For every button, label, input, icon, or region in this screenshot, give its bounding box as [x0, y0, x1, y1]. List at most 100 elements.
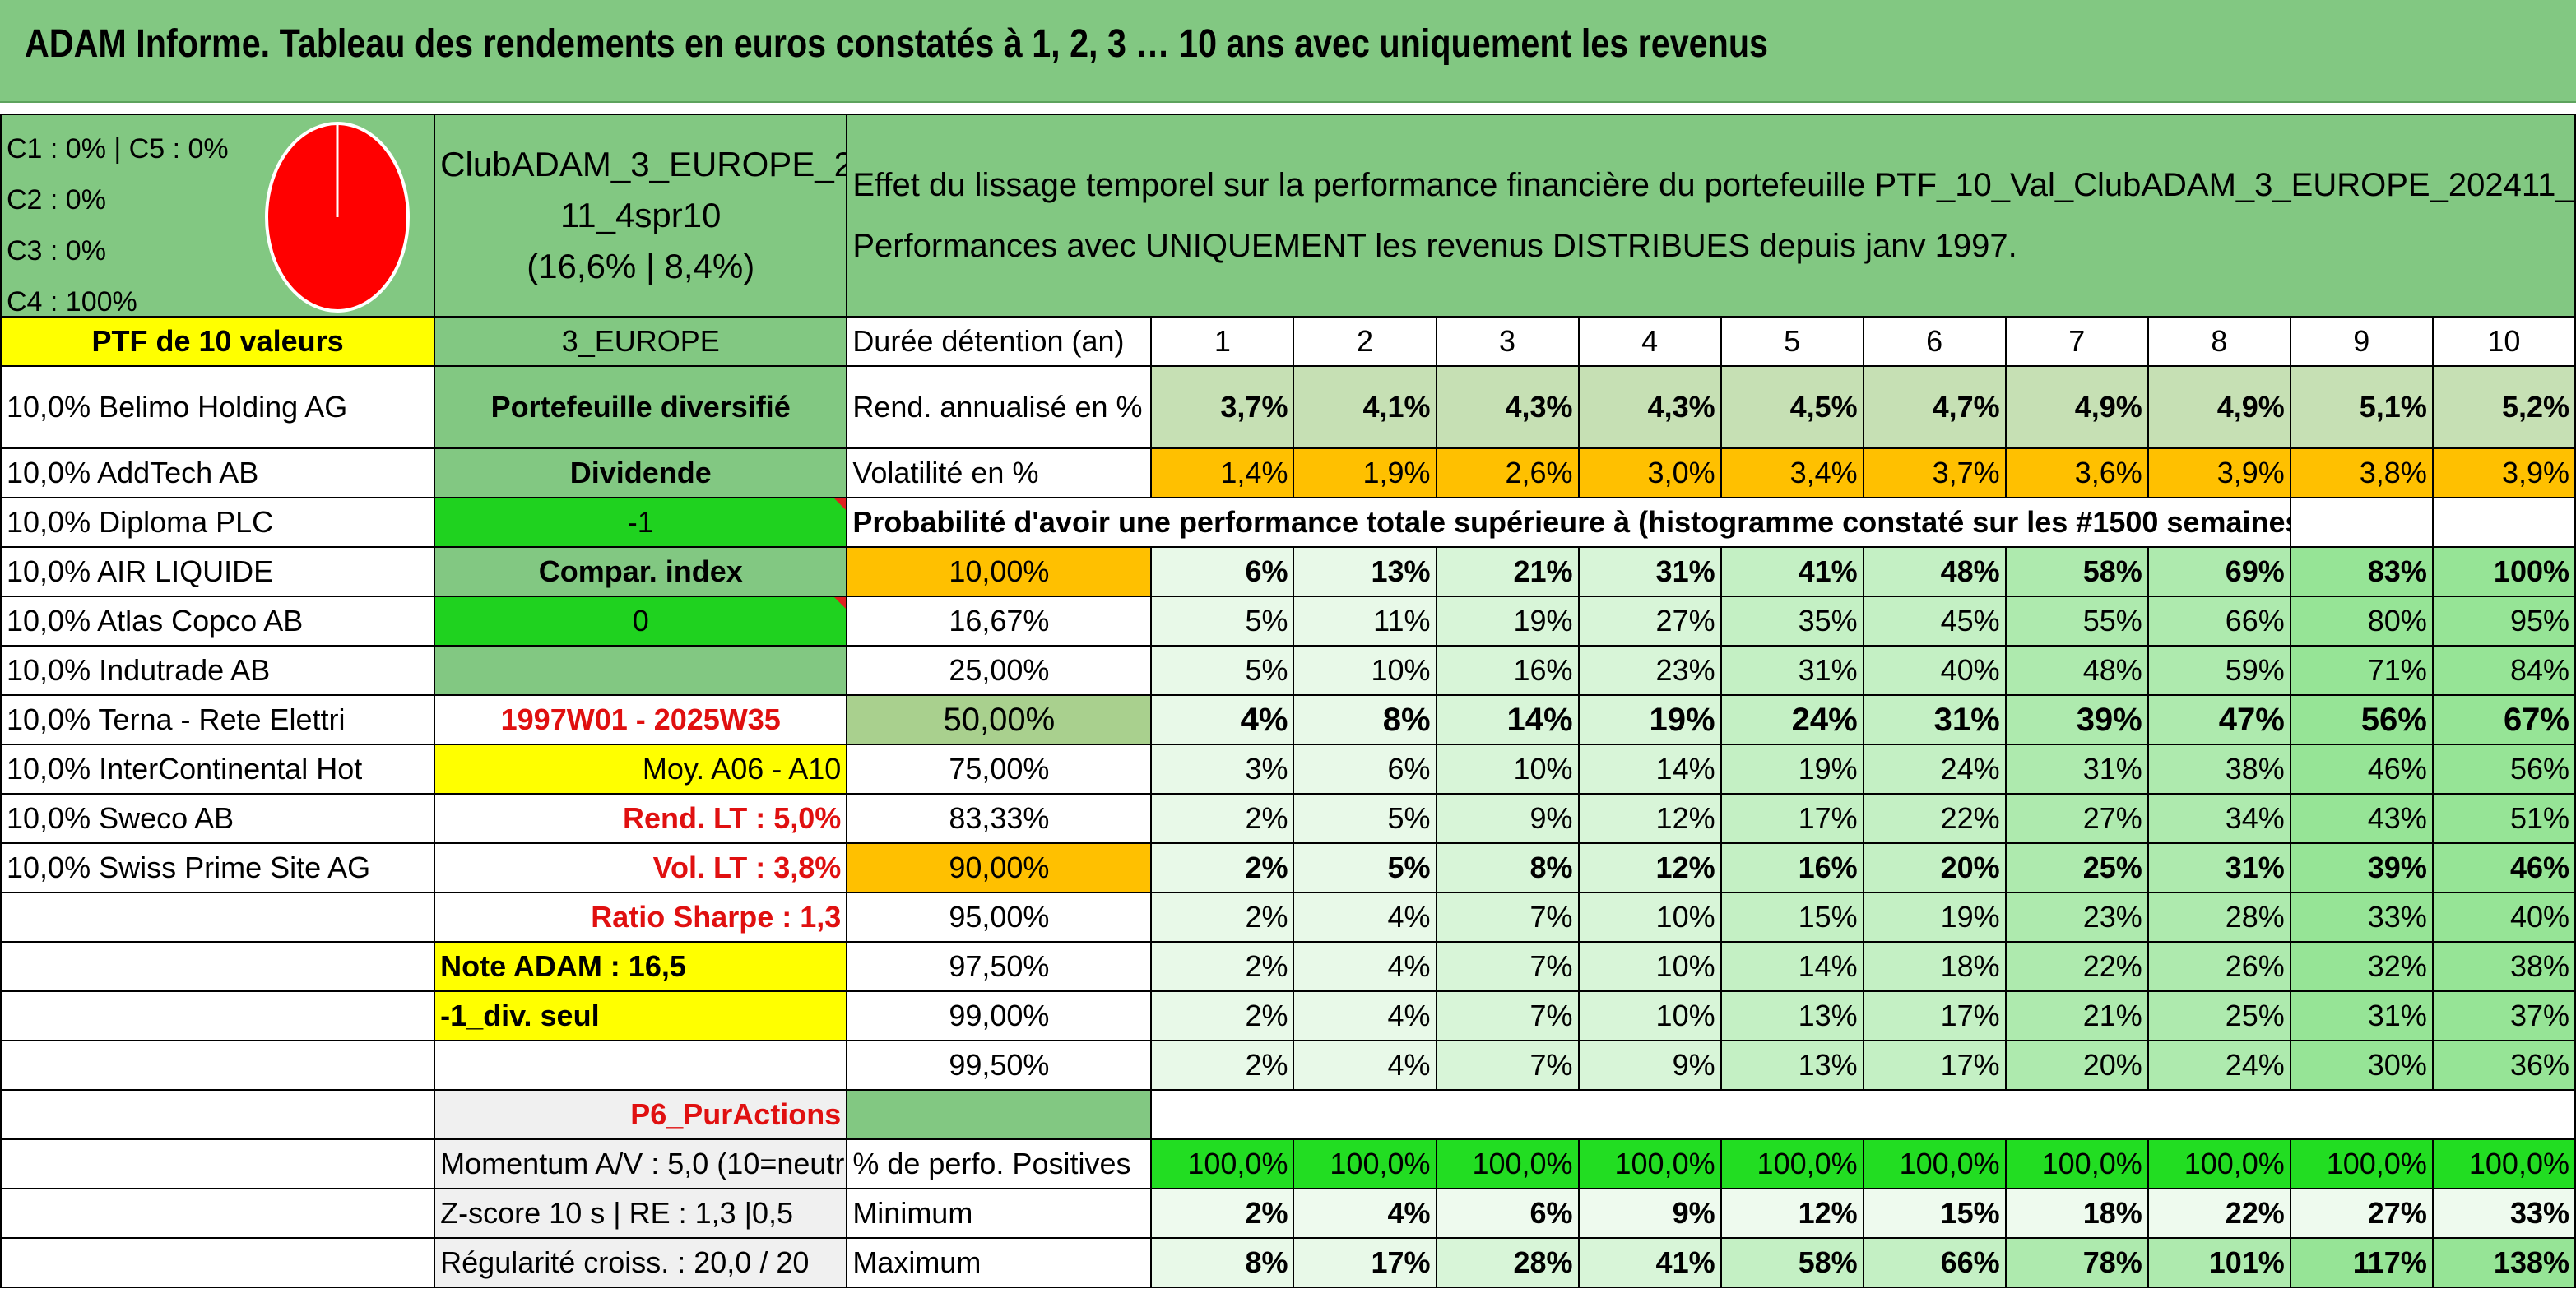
threshold-value: 25,00% [846, 645, 1153, 696]
vol-value: 2,6% [1435, 447, 1580, 498]
positives-value: 100,0% [2289, 1138, 2434, 1189]
holding-item: 10,0% Swiss Prime Site AG [0, 842, 436, 893]
rend-value: 4,5% [1720, 365, 1864, 449]
club-name-line: ClubADAM_3_EUROPE_2024 [440, 145, 845, 183]
probability-value: 19% [1577, 694, 1722, 745]
probability-value: 31% [1720, 645, 1864, 696]
zscore-label: Z-score 10 s | RE : 1,3 |0,5 [434, 1188, 848, 1239]
probability-value: 56% [2289, 694, 2434, 745]
maximum-value: 78% [2004, 1237, 2149, 1288]
empty-cell [1150, 1089, 2576, 1140]
maximum-value: 101% [2147, 1237, 2291, 1288]
probability-value: 10% [1577, 941, 1722, 992]
probability-value: 26% [2147, 941, 2291, 992]
effet-description: Effet du lissage temporel sur la perform… [846, 114, 2576, 318]
rend-value: 4,9% [2004, 365, 2149, 449]
holding-item: 10,0% Belimo Holding AG [0, 365, 436, 449]
positives-value: 100,0% [1862, 1138, 2007, 1189]
maximum-value: 17% [1293, 1237, 1437, 1288]
title-bar: ADAM Informe. Tableau des rendements en … [0, 0, 2576, 103]
probability-value: 34% [2147, 793, 2291, 844]
empty-cell [846, 1089, 1153, 1140]
table-row: Momentum A/V : 5,0 (10=neutre)% de perfo… [0, 1138, 2576, 1189]
rend-label: Rend. annualisé en % [846, 365, 1153, 449]
table-row: 10,0% InterContinental Hot Moy. A06 - A10… [0, 744, 2576, 795]
probability-value: 21% [2004, 990, 2149, 1041]
minimum-value: 18% [2004, 1188, 2149, 1239]
probability-value: 19% [1862, 892, 2007, 943]
regularite-label: Régularité croiss. : 20,0 / 20 [434, 1237, 848, 1288]
allocation-line: C3 : 0% [7, 235, 106, 267]
year-header: 5 [1720, 316, 1864, 367]
maximum-value: 28% [1435, 1237, 1580, 1288]
positives-value: 100,0% [1293, 1138, 1437, 1189]
spacer-row [0, 103, 2576, 114]
probability-value: 25% [2147, 990, 2291, 1041]
probability-value: 19% [1435, 596, 1580, 647]
probability-value: 59% [2147, 645, 2291, 696]
table-row: 10,0% Sweco AB Rend. LT : 5,0% 83,33% 2% 5% 9… [0, 793, 2576, 844]
probability-value: 11% [1293, 596, 1437, 647]
positives-value: 100,0% [1435, 1138, 1580, 1189]
dividende-value[interactable]: -1 [434, 497, 848, 548]
probability-value: 6% [1293, 744, 1437, 795]
probability-value: 31% [2289, 990, 2434, 1041]
probability-value: 12% [1577, 793, 1722, 844]
positives-value: 100,0% [1720, 1138, 1864, 1189]
year-header: 3 [1435, 316, 1580, 367]
threshold-value: 75,00% [846, 744, 1153, 795]
probability-value: 46% [2431, 842, 2576, 893]
threshold-value: 95,00% [846, 892, 1153, 943]
probability-value: 4% [1293, 990, 1437, 1041]
note-adam-label: Note ADAM : 16,5 [434, 941, 848, 992]
probability-value: 58% [2004, 546, 2149, 597]
empty-cell [434, 645, 848, 696]
probability-value: 15% [1720, 892, 1864, 943]
period-label: 1997W01 - 2025W35 [434, 694, 848, 745]
maximum-value: 138% [2431, 1237, 2576, 1288]
threshold-value: 83,33% [846, 793, 1153, 844]
empty-cell [0, 1188, 436, 1239]
maximum-value: 8% [1150, 1237, 1295, 1288]
probability-value: 45% [1862, 596, 2007, 647]
club-name-line: 11_4spr10 [560, 196, 722, 234]
rend-value: 4,1% [1293, 365, 1437, 449]
positives-value: 100,0% [2431, 1138, 2576, 1189]
probability-value: 8% [1293, 694, 1437, 745]
probability-value: 14% [1720, 941, 1864, 992]
duration-label: Durée détention (an) [846, 316, 1153, 367]
probability-value: 31% [1862, 694, 2007, 745]
probability-value: 38% [2431, 941, 2576, 992]
maximum-value: 41% [1577, 1237, 1722, 1288]
probability-value: 31% [2147, 842, 2291, 893]
year-header: 1 [1150, 316, 1295, 367]
empty-cell [2289, 497, 2434, 548]
probability-value: 12% [1577, 842, 1722, 893]
probability-value: 4% [1293, 892, 1437, 943]
probability-value: 5% [1150, 596, 1295, 647]
vol-value: 3,9% [2147, 447, 2291, 498]
holding-item: 10,0% Indutrade AB [0, 645, 436, 696]
probability-value: 35% [1720, 596, 1864, 647]
probability-value: 10% [1577, 892, 1722, 943]
positives-value: 100,0% [2147, 1138, 2291, 1189]
probability-value: 2% [1150, 892, 1295, 943]
probability-value: 8% [1435, 842, 1580, 893]
probability-value: 5% [1293, 842, 1437, 893]
table-row: 99,50% 2% 4% 7% 9% 13% 17% 20% 24% 30% 36% [0, 1040, 2576, 1091]
probability-value: 39% [2004, 694, 2149, 745]
table-row: 10,0% Terna - Rete Elettri 1997W01 - 2025… [0, 694, 2576, 745]
positives-value: 100,0% [2004, 1138, 2149, 1189]
rend-value: 4,7% [1862, 365, 2007, 449]
allocation-line: C4 : 100% [7, 286, 137, 317]
compar-index-value[interactable]: 0 [434, 596, 848, 647]
vol-lt-label: Vol. LT : 3,8% [434, 842, 848, 893]
probability-value: 3% [1150, 744, 1295, 795]
probability-value: 9% [1435, 793, 1580, 844]
table-row: 10,0% AddTech AB Dividende Volatilité en %… [0, 447, 2576, 498]
vol-value: 3,9% [2431, 447, 2576, 498]
probability-value: 32% [2289, 941, 2434, 992]
positives-value: 100,0% [1150, 1138, 1295, 1189]
maximum-value: 66% [1862, 1237, 2007, 1288]
threshold-value: 97,50% [846, 941, 1153, 992]
